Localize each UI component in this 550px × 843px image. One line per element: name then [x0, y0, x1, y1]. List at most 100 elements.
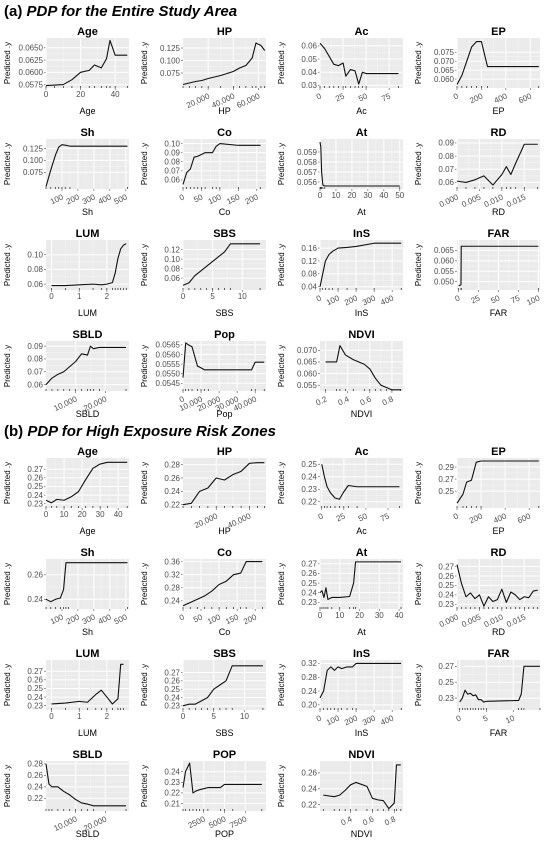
panel-title: Age [77, 26, 98, 38]
x-tick-label: 300 [361, 293, 377, 307]
y-tick-label: 0.070 [297, 346, 318, 355]
y-tick-label: 0.125 [160, 44, 181, 53]
y-axis-label: Predicted .y [277, 345, 286, 387]
y-axis-label: Predicted .y [3, 664, 12, 706]
y-axis-label: Predicted .y [140, 462, 149, 504]
x-tick-label: 600 [516, 511, 532, 525]
y-axis-label: Predicted .y [277, 244, 286, 286]
panel-title: At [356, 547, 368, 559]
pdp-panel-b-at: 0.230.240.250.260.27 0 10 20 30 40 At At Predict… [277, 547, 404, 637]
y-tick-label: 0.06 [164, 176, 180, 185]
x-axis-label: POP [215, 829, 234, 839]
pdp-panel-a-co: 0.060.070.080.090.10 0 50 100 150 200 Co Co Pred… [140, 127, 266, 217]
x-tick-label: 20,000 [185, 91, 211, 110]
x-tick-label: 2500 [187, 814, 207, 830]
panel-title: EP [491, 26, 506, 38]
x-axis-label: FAR [490, 728, 508, 738]
x-tick-label: 0 [452, 511, 460, 521]
y-tick-label: 0.22 [164, 789, 180, 798]
y-tick-label: 0.0600 [19, 68, 44, 77]
y-tick-label: 0.27 [27, 465, 43, 474]
y-tick-label: 0.0560 [156, 350, 181, 359]
x-tick-label: 0 [178, 192, 186, 202]
section-a-title: (a) PDP for the Entire Study Area [4, 3, 237, 20]
y-tick-label: 0.32 [301, 659, 317, 668]
x-tick-label: 20 [355, 611, 364, 620]
x-axis-label: SBLD [76, 409, 100, 419]
section-a-tag: (a) [4, 3, 23, 20]
x-tick-label: 50 [357, 91, 369, 103]
y-tick-label: 0.24 [164, 597, 180, 606]
plot-background [183, 240, 266, 290]
plot-background [46, 38, 129, 88]
x-axis-label: RD [492, 627, 505, 637]
plot-background [320, 660, 403, 710]
panel-title: LUM [76, 228, 100, 240]
pdp-line [319, 561, 402, 600]
x-tick-label: 400 [97, 192, 113, 206]
x-tick-label: 1 [77, 292, 82, 301]
x-tick-label: 0.000 [438, 612, 460, 629]
panel-title: NDVI [348, 329, 374, 341]
x-tick-label: 0 [49, 712, 54, 721]
panel-title: LUM [76, 648, 100, 660]
x-axis-label: Ac [356, 106, 367, 116]
y-tick-label: 0.29 [438, 463, 454, 472]
x-tick-label: 40 [111, 90, 120, 99]
x-axis-label: EP [492, 106, 504, 116]
pdp-line [182, 762, 262, 794]
x-axis-label: Age [79, 526, 95, 536]
x-tick-label: 10 [335, 611, 344, 620]
x-axis-label: FAR [490, 308, 508, 318]
y-tick-label: 0.09 [27, 342, 43, 351]
pdp-line [182, 142, 261, 185]
x-axis-label: Sh [82, 627, 93, 637]
panel-title: Ac [354, 26, 368, 38]
x-tick-label: 100 [49, 612, 65, 626]
x-tick-label: 0.015 [505, 612, 527, 629]
x-axis-label: At [357, 207, 366, 217]
x-tick-label: 0 [181, 712, 186, 721]
y-tick-label: 0.23 [27, 701, 43, 710]
x-tick-label: 200 [343, 293, 359, 307]
y-tick-label: 0.070 [434, 57, 455, 66]
x-tick-label: 10 [238, 292, 247, 301]
y-tick-label: 0.25 [438, 678, 454, 687]
y-tick-label: 0.057 [297, 168, 318, 177]
pdp-line [456, 41, 539, 85]
y-tick-label: 0.065 [434, 66, 455, 75]
plot-background [46, 341, 129, 391]
x-tick-label: 75 [380, 91, 392, 103]
y-tick-label: 0.056 [297, 178, 318, 187]
plot-background [46, 559, 129, 609]
pdp-panel-b-ac: 0.22 0.23 0.24 0.25 0 25 50 75 Ac Ac Predicted .y [277, 446, 403, 536]
x-tick-label: 60,000 [235, 91, 261, 110]
pdp-line [51, 663, 124, 705]
plot-background [46, 761, 129, 811]
y-tick-label: 0.26 [301, 769, 317, 778]
section-b-tag: (b) [4, 423, 24, 440]
pdp-line [182, 665, 263, 707]
panel-title: RD [491, 127, 507, 139]
y-tick-label: 0.23 [438, 694, 454, 703]
plot-background [457, 660, 540, 710]
pdp-panel-b-age: 0.230.240.250.260.27 0 10 20 30 40 Age Age Predi… [3, 446, 129, 536]
panel-title: SBS [213, 228, 236, 240]
pdp-panel-b-co: 0.24 0.28 0.32 0.36 0 50 100 150 200 Co Co Predicte… [140, 547, 266, 637]
panel-title: InS [353, 648, 370, 660]
y-tick-label: 0.0545 [156, 379, 181, 388]
y-tick-label: 0.26 [27, 474, 43, 483]
pdp-line [325, 345, 401, 391]
y-axis-label: Predicted .y [414, 462, 423, 504]
x-tick-label: 20 [78, 510, 87, 519]
panel-title: Co [217, 547, 232, 559]
y-tick-label: 0.0625 [19, 56, 44, 65]
pdp-line [458, 245, 539, 287]
x-tick-label: 300 [361, 713, 377, 727]
pdp-line [182, 42, 266, 86]
y-tick-label: 0.22 [301, 800, 317, 809]
y-tick-label: 0.16 [301, 244, 317, 253]
x-tick-label: 400 [492, 511, 508, 525]
